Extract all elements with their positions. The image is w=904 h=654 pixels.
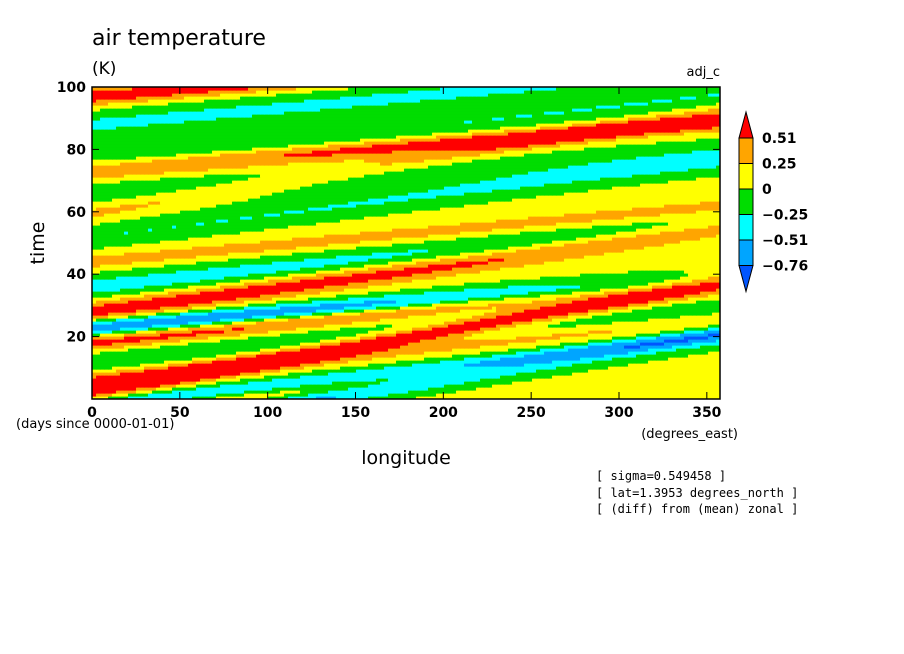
dataset-label: adj_c — [687, 65, 720, 80]
contour-figure: air temperature (K) adj_c 0 50 100 150 200 25… — [0, 0, 904, 654]
contour-field — [92, 87, 721, 400]
chart-title: air temperature — [92, 26, 266, 51]
chart-units: (K) — [92, 59, 116, 79]
